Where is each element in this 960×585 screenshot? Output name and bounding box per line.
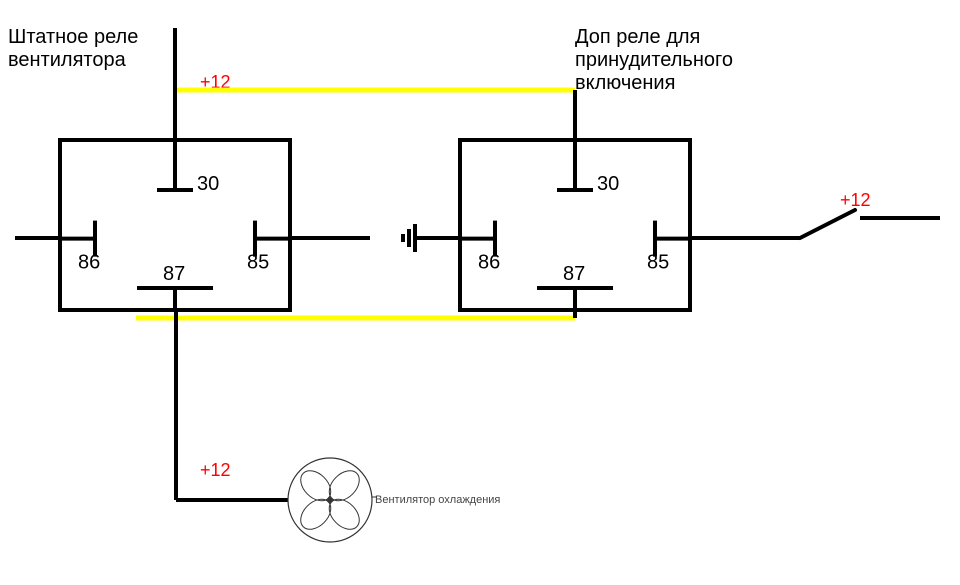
svg-text:87: 87 xyxy=(163,263,185,285)
svg-text:87: 87 xyxy=(563,263,585,285)
svg-text:30: 30 xyxy=(597,173,619,195)
diagram-stage: Штатное реле вентилятора Доп реле для пр… xyxy=(0,0,960,585)
svg-text:86: 86 xyxy=(78,252,100,274)
svg-text:85: 85 xyxy=(247,252,269,274)
svg-text:85: 85 xyxy=(647,252,669,274)
svg-text:30: 30 xyxy=(197,173,219,195)
svg-text:86: 86 xyxy=(478,252,500,274)
diagram-svg: 30 86 85 87 30 86 85 87 xyxy=(0,0,960,585)
